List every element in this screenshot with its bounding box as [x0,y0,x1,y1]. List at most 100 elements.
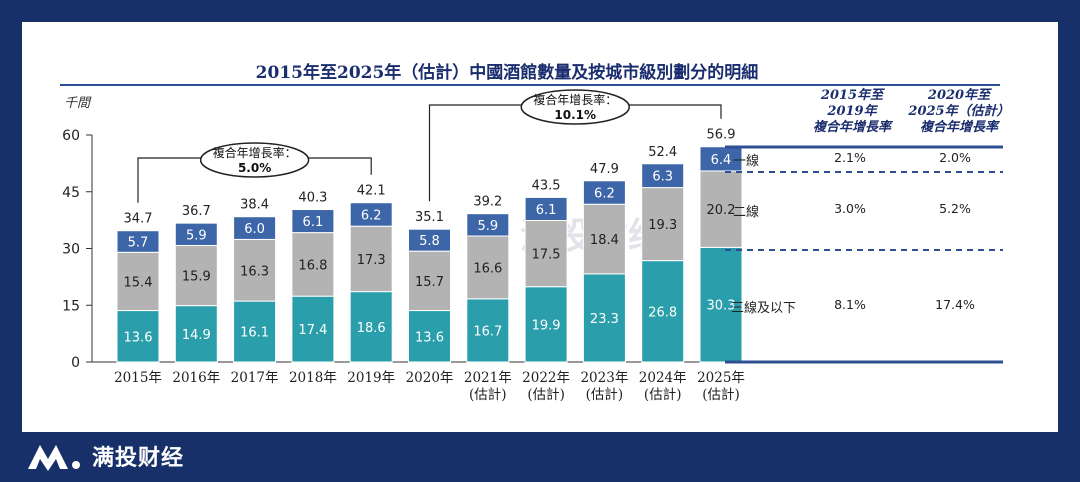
bar-segment-label: 5.9 [477,219,498,234]
bar-segment-label: 5.7 [128,236,149,251]
brand-mark-icon [28,445,80,471]
table-tier-label: 二線 [733,205,760,220]
bar-segment-label: 13.6 [124,330,153,345]
bar-total-label: 56.9 [707,128,736,143]
bar-segment [582,203,626,275]
brand-logo: 满投财经 [26,436,184,476]
bar-segment [349,202,393,227]
title-rule [60,84,1000,86]
bar-segment [408,250,451,312]
table-header-line: 複合年增長率 [919,120,998,135]
bar-segment-label: 6.3 [652,170,673,185]
bar-segment [116,310,160,363]
cagr-label: 複合年增長率： [533,92,617,107]
bar-total-label: 39.2 [473,195,502,210]
bar-segment-label: 23.3 [590,312,619,327]
bar-segment [641,187,685,262]
bar-segment [582,273,626,363]
bar-total-label: 47.9 [590,162,619,177]
table-tier-label: 三線及以下 [731,301,797,316]
bar-segment [466,298,510,363]
bar-total-label: 52.4 [648,145,677,160]
bar-segment-label: 20.2 [707,203,736,218]
bar-segment-label: 26.8 [648,305,677,320]
bar-segment-label: 16.7 [473,324,502,339]
y-tick-label: 45 [62,185,80,201]
bar-segment [408,310,451,363]
bar-segment-label: 17.3 [357,253,386,268]
bar-segment [524,196,568,222]
y-tick-label: 60 [62,128,80,144]
bar-segment-label: 15.9 [182,270,211,285]
y-tick-label: 30 [62,242,80,258]
x-tick-label: (估計) [702,387,740,403]
bar-segment-label: 19.3 [648,218,677,233]
cagr-ellipse [199,142,310,178]
bar-segment-label: 16.8 [298,258,327,273]
x-tick-label: 2018年 [289,370,337,386]
bar-segment [582,180,626,205]
bar-segment [233,216,277,240]
bar-segment [233,300,277,363]
bar-segment-label: 30.3 [707,299,736,314]
x-tick-label: (估計) [469,387,507,403]
bar-total-label: 40.3 [298,191,327,206]
bar-total-label: 42.1 [357,184,386,199]
brand-name: 满投财经 [92,446,185,471]
bar-segment [233,238,277,302]
bar-segment [699,246,743,363]
bar-segment [408,228,451,252]
bar-total-label: 38.4 [240,198,269,213]
table-header-line: 2020年至 [927,88,991,103]
x-tick-label: 2017年 [231,370,279,386]
bar-segment [641,163,685,189]
bar-segment [641,260,685,363]
bar-segment [524,220,568,288]
bar-segment-label: 13.6 [415,330,444,345]
bar-segment [174,305,218,363]
bar-segment-label: 6.2 [361,208,382,223]
table-header-2015-2019: 2015年至 2019年 複合年增長率 [792,88,912,136]
table-tier-label: 一線 [733,154,760,169]
cagr-value: 5.0% [238,161,271,175]
y-tick-label: 0 [71,355,80,371]
x-tick-label: 2019年 [347,370,395,386]
bar-segment-label: 18.4 [590,233,619,248]
bar-segment-label: 14.9 [182,328,211,343]
x-tick-label: 2015年 [114,370,162,386]
table-cell-cagr-2015-2019: 8.1% [834,297,866,312]
bar-total-label: 36.7 [182,204,211,219]
bar-segment [291,209,335,234]
table-header-line: 2019年 [827,104,877,119]
x-tick-label: 2021年 [464,370,512,386]
bar-segment [174,222,218,246]
bar-segment-label: 15.7 [415,275,444,290]
table-header-line: 2015年至 [820,88,884,103]
table-cell-cagr-2020-2025: 5.2% [939,201,971,216]
bar-total-label: 43.5 [532,178,561,193]
bar-segment-label: 15.4 [124,275,153,290]
bar-segment [291,232,335,297]
bar-segment [466,213,510,237]
bar-segment [349,225,393,293]
x-tick-label: 2023年 [580,370,628,386]
bar-total-label: 35.1 [415,210,444,225]
bar-segment-label: 6.2 [594,187,615,202]
bar-segment [349,291,393,363]
x-tick-label: 2024年 [639,370,687,386]
bar-segment-label: 6.1 [536,203,557,218]
table-cell-cagr-2015-2019: 3.0% [834,201,866,216]
table-cell-cagr-2020-2025: 2.0% [939,150,971,165]
table-cell-cagr-2020-2025: 17.4% [935,297,975,312]
x-tick-label: (估計) [586,387,624,403]
bar-segment-label: 17.4 [298,323,327,338]
bar-segment-label: 5.9 [186,228,207,243]
table-header-2020-2025: 2020年至 2025年（估計） 複合年增長率 [904,88,1014,136]
table-header-line: 2025年（估計） [908,104,1010,119]
x-tick-label: 2022年 [522,370,570,386]
cagr-value: 10.1% [554,108,596,122]
bar-segment [116,230,160,253]
y-axis-unit: 千間 [64,96,91,111]
bar-segment-label: 19.9 [532,318,561,333]
